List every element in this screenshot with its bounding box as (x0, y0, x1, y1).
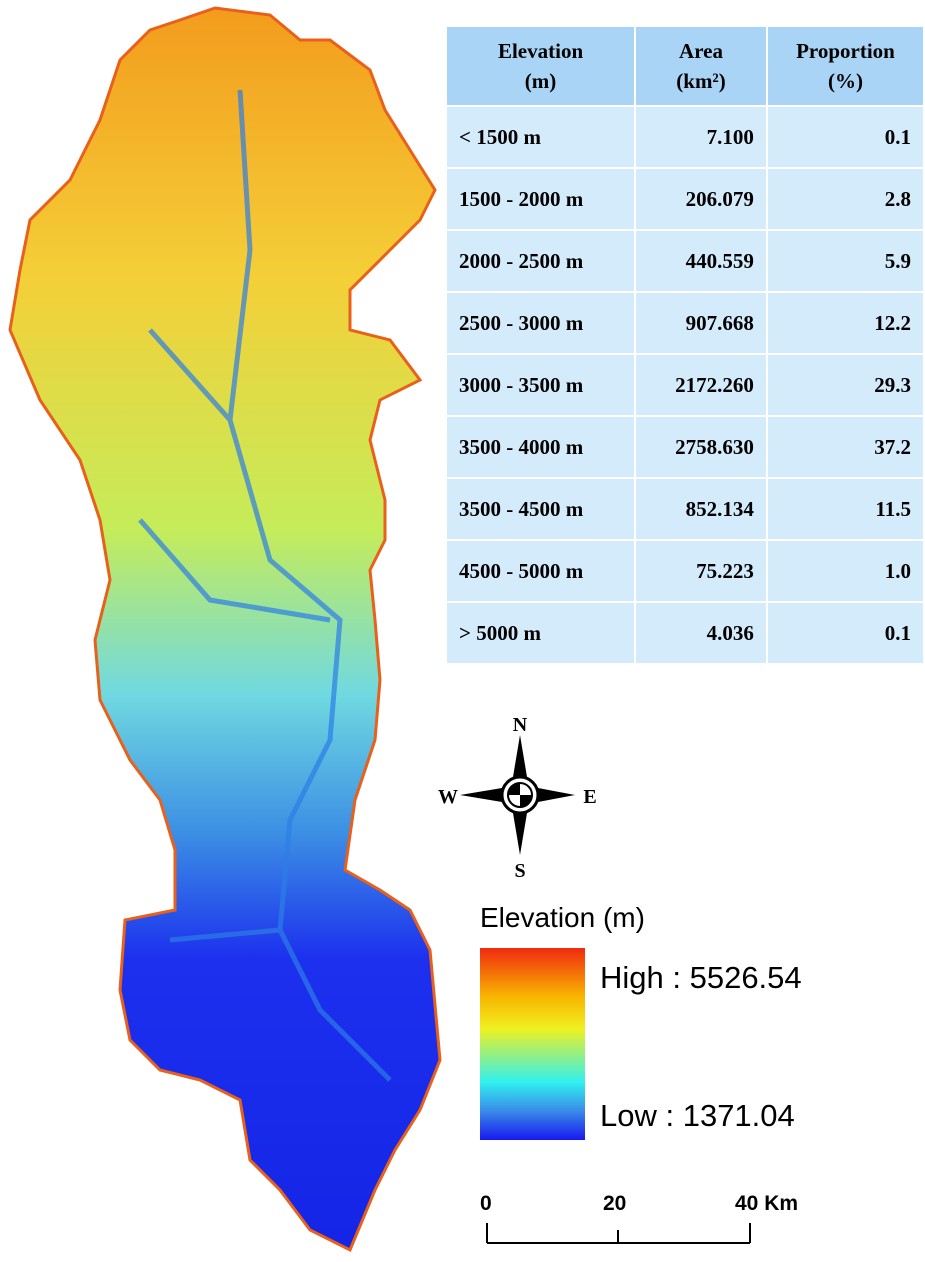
header-line: Proportion (780, 36, 911, 66)
table-cell: 440.559 (635, 230, 767, 292)
header-line: Elevation (459, 36, 622, 66)
header-line: (m) (459, 66, 622, 96)
elevation-table: Elevation(m)Area(km²)Proportion(%)< 1500… (445, 25, 925, 665)
legend-low: Low : 1371.04 (600, 1098, 795, 1133)
compass (460, 735, 575, 855)
table-cell: 3500 - 4000 m (446, 416, 635, 478)
header-row: Elevation(m)Area(km²)Proportion(%) (446, 26, 924, 106)
scale-label: 0 (480, 1192, 492, 1215)
header-line: Area (648, 36, 754, 66)
table-cell: 907.668 (635, 292, 767, 354)
table-cell: 2.8 (767, 168, 924, 230)
legend-ramp (480, 948, 585, 1140)
table-cell: 2000 - 2500 m (446, 230, 635, 292)
legend-title: Elevation (m) (480, 902, 645, 933)
table-cell: 4500 - 5000 m (446, 540, 635, 602)
table-cell: 12.2 (767, 292, 924, 354)
header-line: (%) (780, 66, 911, 96)
legend-high: High : 5526.54 (600, 960, 802, 995)
table-cell: 5.9 (767, 230, 924, 292)
compass-e: E (583, 786, 596, 808)
scale-label: 40 Km (735, 1192, 798, 1215)
table-cell: 3500 - 4500 m (446, 478, 635, 540)
page: N S E W Elevation (m) High : 5526.54 Low… (0, 0, 925, 1262)
table-cell: > 5000 m (446, 602, 635, 664)
table-cell: 75.223 (635, 540, 767, 602)
table-cell: 206.079 (635, 168, 767, 230)
table-cell: 3000 - 3500 m (446, 354, 635, 416)
header-cell: Area(km²) (635, 26, 767, 106)
table-cell: 11.5 (767, 478, 924, 540)
table-cell: 29.3 (767, 354, 924, 416)
table-cell: 2758.630 (635, 416, 767, 478)
table-cell: 2172.260 (635, 354, 767, 416)
table-cell: 0.1 (767, 106, 924, 168)
compass-w: W (438, 786, 458, 808)
header-cell: Elevation(m) (446, 26, 635, 106)
header-cell: Proportion(%) (767, 26, 924, 106)
compass-s: S (514, 860, 525, 882)
table-cell: 7.100 (635, 106, 767, 168)
table-cell: 852.134 (635, 478, 767, 540)
table-cell: 37.2 (767, 416, 924, 478)
scale-label: 20 (603, 1192, 626, 1215)
scale-bar (487, 1223, 750, 1243)
table-cell: 2500 - 3000 m (446, 292, 635, 354)
table-cell: 0.1 (767, 602, 924, 664)
header-line: (km²) (648, 66, 754, 96)
table-cell: 4.036 (635, 602, 767, 664)
table-cell: 1500 - 2000 m (446, 168, 635, 230)
table-cell: < 1500 m (446, 106, 635, 168)
table-cell: 1.0 (767, 540, 924, 602)
compass-n: N (513, 714, 528, 736)
